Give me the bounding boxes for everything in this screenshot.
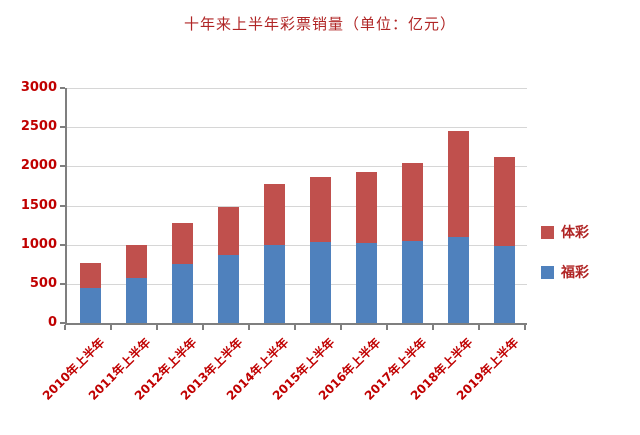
bar-segment-ticai (217, 207, 239, 255)
bar-segment-fucai (447, 236, 469, 323)
chart-title: 十年来上半年彩票销量（单位：亿元） (183, 15, 456, 33)
x-tick-mark (248, 325, 250, 330)
legend-swatch-ticai (541, 225, 554, 239)
x-tick-mark (64, 325, 66, 330)
y-tick-mark (60, 243, 65, 246)
x-tick-label: 2012年上半年 (131, 335, 200, 403)
y-tick-label: 1000 (20, 236, 57, 252)
bar-segment-fucai (125, 277, 147, 323)
bar-segment-ticai (401, 163, 423, 241)
y-tick-mark (60, 165, 65, 168)
legend-label-ticai: 体彩 (561, 225, 589, 241)
x-tick-label: 2014年上半年 (223, 335, 292, 403)
x-tick-label: 2019年上半年 (453, 335, 522, 403)
bar-segment-fucai (355, 243, 377, 323)
legend-label-fucai: 福彩 (561, 265, 589, 281)
x-tick-mark (524, 325, 526, 330)
x-tick-mark (478, 325, 480, 330)
gridline (67, 244, 527, 246)
y-tick-label: 3000 (20, 80, 57, 95)
y-tick-mark (60, 282, 65, 285)
bar-segment-fucai (263, 244, 285, 323)
y-tick-label: 2000 (20, 158, 57, 174)
y-tick-mark (60, 322, 65, 324)
x-tick-mark (294, 325, 296, 330)
x-tick-mark (110, 325, 112, 330)
plot-area (65, 88, 527, 325)
x-tick-mark (432, 325, 434, 330)
x-tick-label: 2011年上半年 (85, 335, 154, 403)
bar-segment-ticai (125, 244, 147, 278)
bar-segment-fucai (401, 240, 423, 323)
x-tick-label: 2016年上半年 (315, 335, 384, 403)
y-tick-mark (60, 126, 65, 129)
bar-segment-ticai (263, 183, 285, 245)
y-tick-label: 500 (29, 275, 57, 291)
x-tick-mark (340, 325, 342, 330)
y-tick-label: 2500 (20, 119, 57, 135)
bar-segment-ticai (171, 222, 193, 265)
bar-segment-ticai (309, 176, 331, 243)
bar-segment-fucai (79, 287, 101, 323)
bar-segment-fucai (171, 264, 193, 323)
gridline (67, 88, 527, 89)
x-tick-mark (156, 325, 158, 330)
x-tick-label: 2013年上半年 (177, 335, 246, 403)
y-tick-mark (60, 204, 65, 207)
legend-item-ticai: 体彩 (541, 222, 589, 242)
gridline (67, 127, 527, 129)
bar-segment-fucai (309, 242, 331, 323)
gridline (67, 205, 527, 207)
x-tick-label: 2015年上半年 (269, 335, 338, 403)
bar-segment-ticai (79, 262, 101, 288)
y-tick-label: 0 (47, 315, 57, 330)
x-tick-label: 2018年上半年 (407, 335, 476, 403)
bar-segment-fucai (217, 254, 239, 323)
legend-item-fucai: 福彩 (541, 262, 589, 282)
x-tick-label: 2017年上半年 (361, 335, 430, 403)
legend-swatch-fucai (541, 265, 554, 279)
x-tick-mark (202, 325, 204, 330)
bar-segment-fucai (493, 246, 515, 323)
y-tick-label: 1500 (20, 197, 57, 213)
bar-segment-ticai (447, 131, 469, 237)
x-tick-label: 2010年上半年 (39, 335, 108, 403)
gridline (67, 166, 527, 168)
bar-segment-ticai (493, 156, 515, 247)
y-tick-mark (60, 87, 65, 89)
gridline (67, 283, 527, 285)
bar-segment-ticai (355, 171, 377, 244)
x-tick-mark (386, 325, 388, 330)
